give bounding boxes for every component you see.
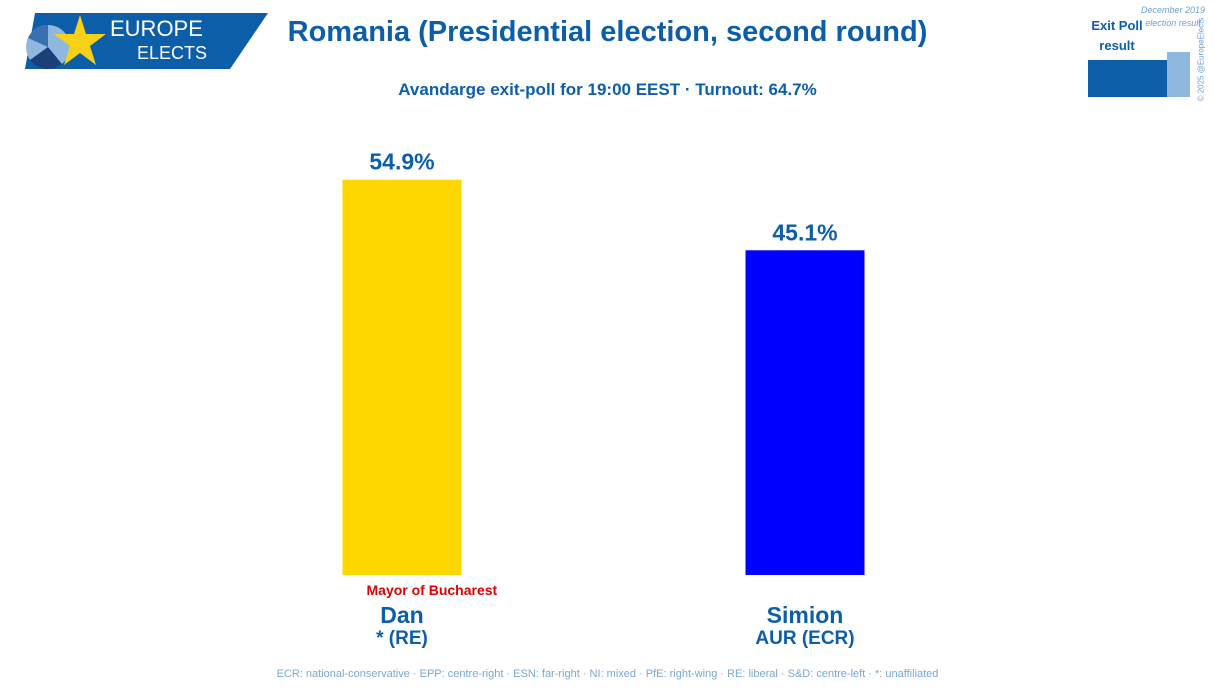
logo-text: ELECTS: [137, 43, 208, 63]
logo-text: EUROPE: [110, 16, 203, 41]
logo-pie-slice: [28, 25, 48, 47]
logo-pie-slice: [30, 47, 62, 70]
value-label: 45.1%: [772, 219, 837, 245]
legend-current-swatch: [1088, 60, 1167, 97]
legend-current: Exit Poll result: [1091, 18, 1143, 53]
annotation: Mayor of Bucharest: [366, 582, 498, 598]
bar: [342, 179, 462, 575]
legend-previous-swatch: [1167, 52, 1190, 97]
category-sublabel: * (RE): [376, 628, 428, 649]
footnote: ECR: national-conservative · EPP: centre…: [276, 668, 939, 680]
category-label: Simion: [766, 602, 844, 628]
category-label: Dan: [380, 602, 424, 628]
chart-title: Romania (Presidential election, second r…: [287, 16, 928, 48]
legend-previous: December 2019 election result: [1140, 5, 1206, 28]
logo-star: [54, 15, 106, 65]
value-label: 54.9%: [369, 149, 434, 175]
category-sublabel: AUR (ECR): [755, 628, 855, 649]
chart-subtitle: Avandarge exit-poll for 19:00 EEST · Tur…: [398, 80, 817, 99]
bar: [745, 250, 865, 575]
copyright: © 2025 @EuropeElects: [1196, 17, 1206, 102]
